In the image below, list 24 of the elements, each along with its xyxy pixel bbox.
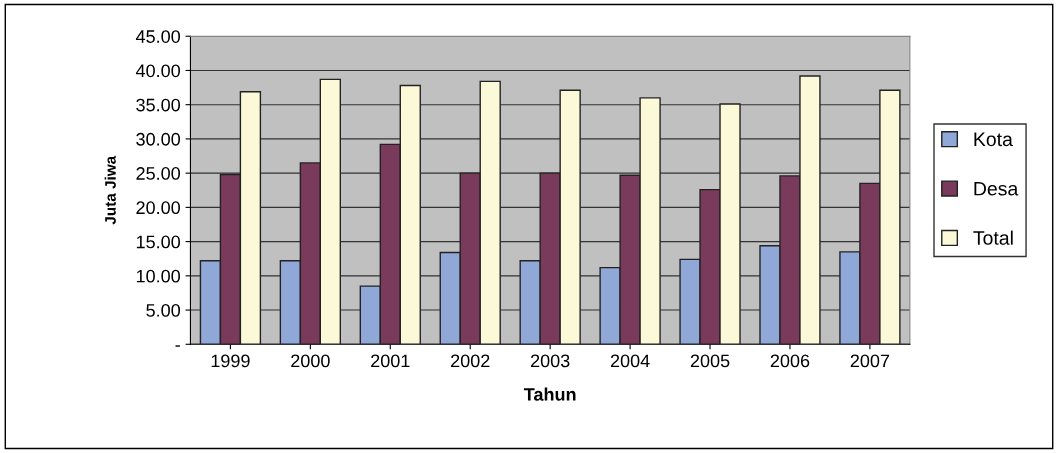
legend-label: Desa (974, 181, 1019, 196)
x-tick-label: 2001 (371, 354, 410, 368)
y-axis-title: Juta Jiwa (104, 155, 116, 225)
x-tick-label: 2002 (451, 354, 490, 368)
legend-label: Kota (974, 132, 1013, 147)
y-tick-label: 5.00 (146, 303, 181, 317)
x-tick-label: 1999 (211, 354, 250, 368)
legend-label: Total (973, 230, 1013, 245)
y-tick-label: 45.00 (135, 30, 181, 43)
x-tick-label: 2004 (610, 354, 650, 368)
y-tick-label: 25.00 (136, 167, 181, 180)
x-tick-label: 2006 (770, 354, 810, 368)
y-tick-label: - (175, 345, 180, 347)
x-tick-label: 2003 (530, 354, 570, 368)
x-tick-label: 2000 (291, 354, 330, 368)
x-tick-label: 2005 (690, 354, 730, 368)
y-tick-label: 35.00 (136, 98, 181, 112)
y-tick-label: 30.00 (136, 132, 181, 146)
y-tick-label: 20.00 (136, 201, 181, 215)
y-tick-label: 15.00 (136, 235, 181, 249)
y-tick-label: 40.00 (135, 64, 181, 78)
y-tick-label: 10.00 (136, 269, 181, 283)
x-tick-label: 2007 (850, 354, 890, 368)
x-axis-title: Tahun (523, 387, 576, 401)
